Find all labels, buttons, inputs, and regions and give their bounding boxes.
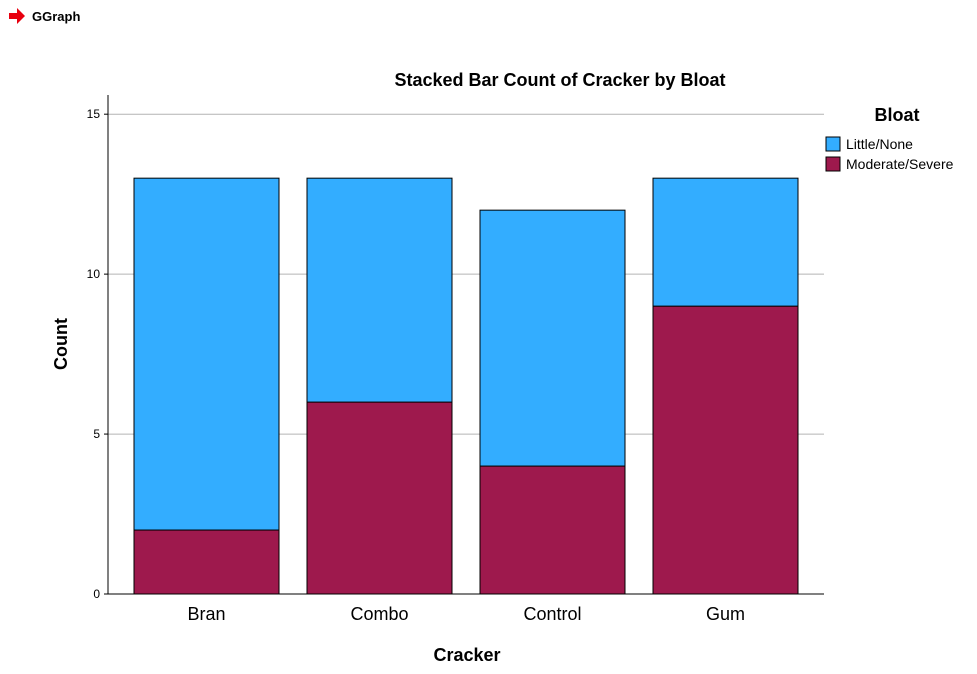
x-tick-label: Bran	[187, 604, 225, 624]
legend-swatch	[825, 136, 841, 152]
bars	[133, 177, 799, 595]
legend: Bloat Little/None Moderate/Severe	[825, 105, 954, 172]
bar-combo-little-none	[306, 177, 453, 403]
red-arrow-icon	[9, 8, 25, 24]
bar-bran-moderate-severe	[133, 529, 280, 595]
legend-item-label: Little/None	[846, 136, 913, 152]
bar-control-little-none	[479, 209, 626, 467]
y-tick-label: 5	[93, 427, 100, 441]
chart-title: Stacked Bar Count of Cracker by Bloat	[394, 70, 725, 90]
bar-bran-little-none	[133, 177, 280, 531]
legend-swatch	[825, 156, 841, 172]
bar-combo-moderate-severe	[306, 401, 453, 595]
x-tick-label: Gum	[706, 604, 745, 624]
output-header: GGraph	[8, 6, 80, 26]
x-tick-label: Control	[523, 604, 581, 624]
x-tick-label: Combo	[350, 604, 408, 624]
y-axis-label: Count	[51, 318, 71, 370]
axes: 0 5 10 15 Bran Combo Control Gum	[87, 95, 824, 624]
x-axis-label: Cracker	[433, 645, 500, 665]
bar-control-moderate-severe	[479, 465, 626, 595]
y-tick-label: 10	[87, 267, 101, 281]
y-tick-label: 15	[87, 107, 101, 121]
output-title: GGraph	[32, 8, 81, 24]
bar-gum-moderate-severe	[652, 305, 799, 595]
y-tick-label: 0	[93, 587, 100, 601]
bar-gum-little-none	[652, 177, 799, 307]
legend-item-label: Moderate/Severe	[846, 156, 954, 172]
legend-title: Bloat	[875, 105, 920, 125]
